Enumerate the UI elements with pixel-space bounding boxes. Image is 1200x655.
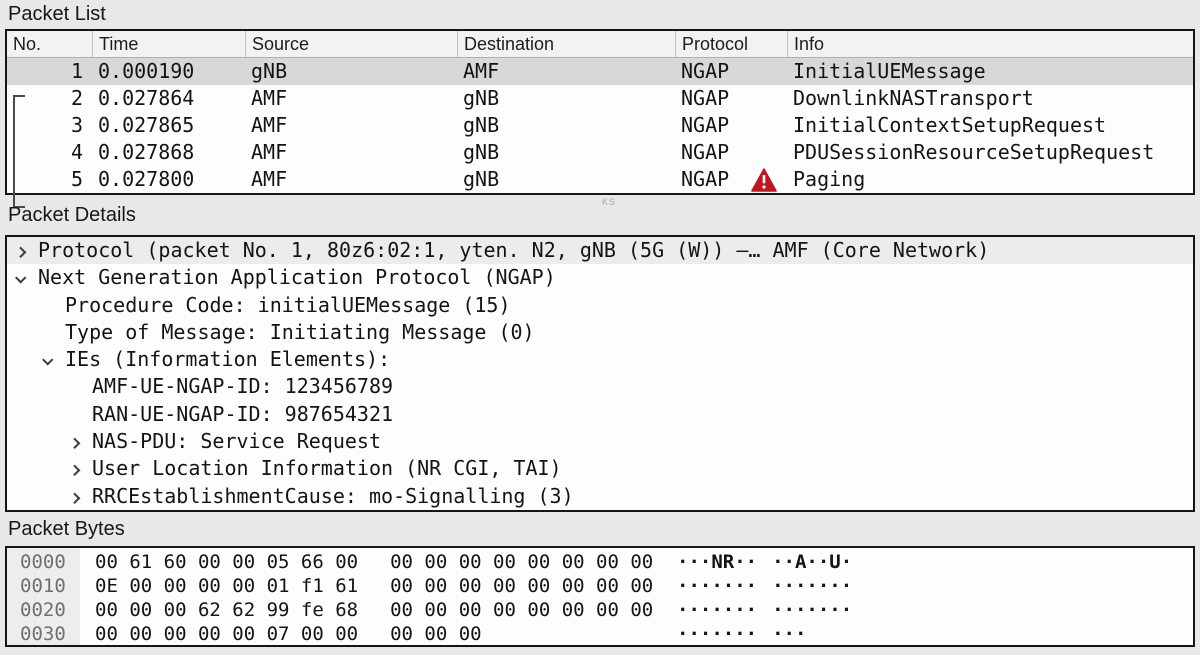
hex-row-0000[interactable]: 0000 00 61 60 00 00 05 66 00 00 00 00 00 0…	[7, 550, 1193, 574]
offset-column-background	[7, 548, 80, 645]
ascii-column: ······· ·······	[677, 599, 853, 621]
packet-row-3[interactable]: 3 0.027865 AMF gNB NGAP InitialContextSe…	[70, 113, 1107, 137]
chevron-right-icon[interactable]	[69, 465, 81, 477]
hex-offset: 0010	[20, 575, 66, 597]
chevron-right-icon[interactable]	[69, 492, 81, 504]
hex-bytes: 00 00 00 00 00 00 00 00	[390, 551, 654, 573]
chevron-down-icon[interactable]	[15, 272, 27, 284]
packet-row-5[interactable]: 5 0.027800 AMF gNB NGAP Paging	[70, 167, 866, 192]
packet-list-header-row: No. Time Source Destination Protocol Inf…	[7, 31, 1193, 58]
packet-list-body: 1 0.000190 gNB AMF NGAP InitialUEMessage…	[7, 58, 1193, 208]
hex-offset: 0030	[20, 623, 66, 645]
detail-line-procedure-code[interactable]: Procedure Code: initialUEMessage (15)	[65, 292, 511, 317]
detail-line-user-location[interactable]: User Location Information (NR CGI, TAI)	[7, 455, 1193, 482]
packet-row-2[interactable]: 2 0.027864 AMF gNB NGAP DownlinkNASTrans…	[70, 86, 1034, 110]
chevron-right-icon[interactable]	[69, 437, 81, 450]
hex-row-0010[interactable]: 0010 0E 00 00 00 00 01 f1 61 00 00 00 00 0…	[7, 574, 1193, 598]
hex-bytes: 00 61 60 00 00 05 66 00	[95, 551, 359, 573]
hex-offset: 0000	[20, 551, 66, 573]
hex-bytes: 00 00 00	[390, 623, 482, 645]
chevron-right-icon[interactable]	[15, 246, 27, 258]
hex-bytes: 00 00 00 62 62 99 fe 68	[95, 599, 359, 621]
ascii-column: ···NR·· ··A··U·	[677, 551, 853, 573]
hex-row-0030[interactable]: 0030 00 00 00 00 00 07 00 00 00 00 00 ····…	[7, 622, 1193, 646]
detail-line-ran-ue-ngap-id[interactable]: RAN-UE-NGAP-ID: 987654321	[92, 401, 394, 426]
column-header-no[interactable]: No.	[13, 34, 42, 54]
packet-list-panel: No. Time Source Destination Protocol Inf…	[5, 29, 1195, 208]
ascii-column: ······· ···	[677, 623, 807, 645]
column-header-destination[interactable]: Destination	[457, 31, 675, 57]
detail-line-protocol[interactable]: Protocol (packet No. 1, 80z6:02:1, yten.…	[7, 237, 1193, 265]
detail-line-type-of-message[interactable]: Type of Message: Initiating Message (0)	[65, 319, 535, 344]
packet-details-panel: Protocol (packet No. 1, 80z6:02:1, yten.…	[5, 235, 1195, 512]
conversation-bracket	[13, 95, 25, 208]
packet-list-title: Packet List	[8, 3, 106, 25]
warning-icon	[750, 168, 778, 192]
column-header-time[interactable]: Time	[92, 31, 245, 57]
ascii-column: ······· ·······	[677, 575, 853, 597]
hex-offset: 0020	[20, 599, 66, 621]
column-header-source[interactable]: Source	[245, 31, 457, 57]
column-header-info[interactable]: Info	[787, 31, 1193, 57]
hex-bytes: 00 00 00 00 00 00 00 00	[390, 575, 654, 597]
hex-bytes: 0E 00 00 00 00 01 f1 61	[95, 575, 359, 597]
packet-bytes-title: Packet Bytes	[8, 518, 125, 540]
column-header-protocol[interactable]: Protocol	[675, 31, 787, 57]
packet-row-1[interactable]: 1 0.000190 gNB AMF NGAP InitialUEMessage	[7, 58, 1193, 85]
chevron-down-icon[interactable]	[42, 354, 54, 366]
detail-line-nas-pdu[interactable]: NAS-PDU: Service Request	[7, 428, 1193, 455]
hex-bytes: 00 00 00 00 00 07 00 00	[95, 623, 359, 645]
packet-info-text: Paging	[793, 167, 866, 191]
packet-bytes-panel: 0000 00 61 60 00 00 05 66 00 00 00 00 00 0…	[5, 546, 1195, 647]
detail-line-ngap[interactable]: Next Generation Application Protocol (NG…	[7, 264, 1193, 291]
hex-bytes: 00 00 00 00 00 00 00 00	[390, 599, 654, 621]
hex-row-0020[interactable]: 0020 00 00 00 62 62 99 fe 68 00 00 00 00 0…	[7, 598, 1193, 622]
detail-line-ies[interactable]: IEs (Information Elements):	[7, 346, 1193, 373]
packet-details-title: Packet Details	[8, 204, 136, 226]
watermark: KS	[602, 197, 617, 207]
detail-line-rrc-establishment-cause[interactable]: RRCEstablishmentCause: mo-Signalling (3)	[7, 483, 1193, 510]
detail-line-amf-ue-ngap-id[interactable]: AMF-UE-NGAP-ID: 123456789	[92, 374, 394, 399]
packet-row-4[interactable]: 4 0.027868 AMF gNB NGAP PDUSessionResour…	[70, 140, 1155, 164]
